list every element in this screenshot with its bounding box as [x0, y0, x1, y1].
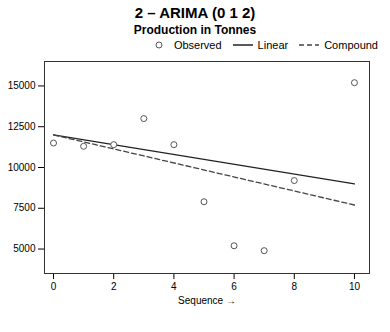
- svg-text:2: 2: [111, 281, 117, 292]
- svg-text:4: 4: [171, 281, 177, 292]
- svg-text:10: 10: [349, 281, 361, 292]
- svg-text:0: 0: [51, 281, 57, 292]
- html-text:Compound: Compound: [324, 39, 378, 51]
- svg-text:6: 6: [231, 281, 237, 292]
- html-text:Observed: Observed: [173, 39, 222, 51]
- svg-text:15000: 15000: [8, 80, 36, 91]
- svg-text:12500: 12500: [8, 121, 36, 132]
- html-text:Production in Tonnes: Production in Tonnes: [133, 23, 257, 37]
- svg-text:Sequence →: Sequence →: [178, 295, 236, 306]
- svg-text:5000: 5000: [13, 243, 36, 254]
- svg-text:7500: 7500: [13, 202, 36, 213]
- html-text:Linear: Linear: [257, 39, 289, 51]
- svg-text:8: 8: [291, 281, 297, 292]
- svg-text:10000: 10000: [8, 162, 36, 173]
- html-text:2 – ARIMA (0 1 2): 2 – ARIMA (0 1 2): [134, 4, 256, 21]
